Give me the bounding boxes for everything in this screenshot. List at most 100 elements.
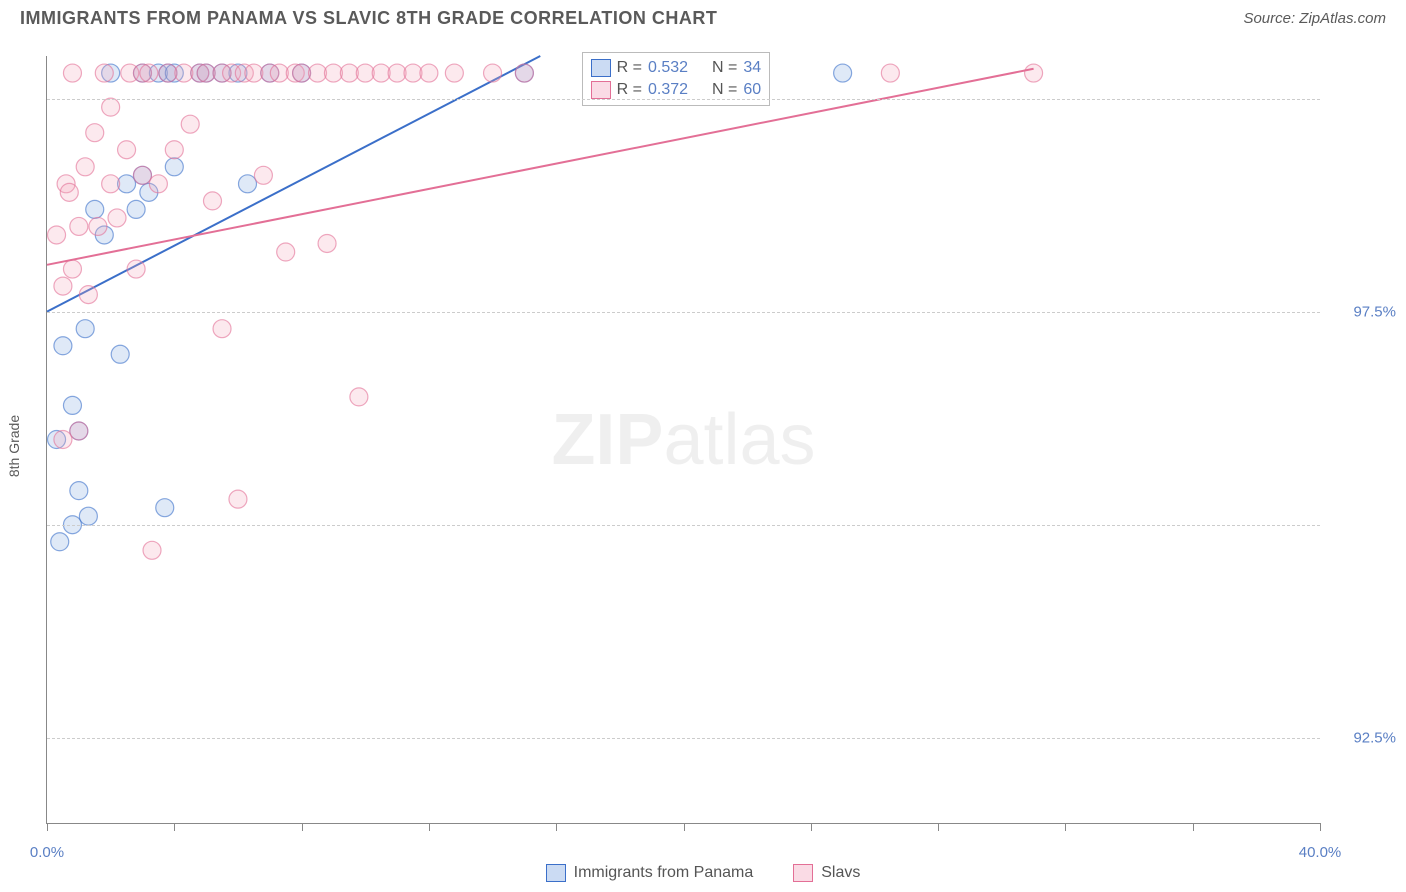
scatter-point	[86, 200, 104, 218]
source-label: Source: ZipAtlas.com	[1243, 10, 1386, 27]
x-tick-label: 0.0%	[30, 844, 64, 861]
scatter-point	[372, 64, 390, 82]
legend-label: Immigrants from Panama	[574, 864, 754, 882]
scatter-point	[54, 337, 72, 355]
scatter-point	[270, 64, 288, 82]
scatter-point	[51, 533, 69, 551]
scatter-point	[445, 64, 463, 82]
scatter-point	[197, 64, 215, 82]
scatter-point	[70, 217, 88, 235]
scatter-point	[118, 175, 136, 193]
legend-item: Immigrants from Panama	[546, 864, 754, 882]
scatter-point	[95, 64, 113, 82]
x-tick	[938, 823, 939, 831]
scatter-point	[54, 277, 72, 295]
x-tick	[811, 823, 812, 831]
x-tick	[302, 823, 303, 831]
scatter-point	[108, 209, 126, 227]
grid-line	[47, 99, 1320, 100]
scatter-point	[149, 175, 167, 193]
y-axis-label: 8th Grade	[6, 415, 22, 477]
scatter-point	[63, 260, 81, 278]
y-tick-label: 92.5%	[1326, 729, 1396, 746]
x-tick	[556, 823, 557, 831]
x-tick	[1320, 823, 1321, 831]
scatter-point	[420, 64, 438, 82]
r-label: R =	[617, 59, 642, 77]
legend-swatch	[591, 81, 611, 99]
scatter-point	[340, 64, 358, 82]
legend-row: R = 0.532 N = 34	[591, 57, 762, 79]
scatter-point	[356, 64, 374, 82]
plot-svg	[47, 56, 1320, 823]
grid-line	[47, 525, 1320, 526]
scatter-point	[484, 64, 502, 82]
scatter-point	[127, 260, 145, 278]
legend-swatch	[591, 59, 611, 77]
scatter-point	[156, 499, 174, 517]
scatter-point	[140, 64, 158, 82]
scatter-point	[102, 98, 120, 116]
scatter-point	[350, 388, 368, 406]
scatter-point	[79, 286, 97, 304]
scatter-point	[60, 183, 78, 201]
scatter-point	[165, 158, 183, 176]
scatter-point	[203, 192, 221, 210]
chart-plot-area: ZIPatlas R =0.532N =34R =0.372N =60 92.5…	[46, 56, 1320, 824]
x-tick	[47, 823, 48, 831]
scatter-point	[76, 158, 94, 176]
scatter-point	[254, 166, 272, 184]
scatter-point	[404, 64, 422, 82]
scatter-point	[133, 166, 151, 184]
y-tick-label: 97.5%	[1326, 303, 1396, 320]
x-tick	[1065, 823, 1066, 831]
scatter-point	[834, 64, 852, 82]
scatter-point	[63, 64, 81, 82]
scatter-point	[70, 482, 88, 500]
legend-item: Slavs	[793, 864, 860, 882]
n-label: N =	[712, 81, 737, 99]
scatter-point	[175, 64, 193, 82]
n-value: 60	[743, 81, 761, 99]
r-label: R =	[617, 81, 642, 99]
scatter-point	[54, 431, 72, 449]
scatter-point	[324, 64, 342, 82]
scatter-point	[118, 141, 136, 159]
scatter-point	[70, 422, 88, 440]
scatter-point	[245, 64, 263, 82]
x-tick-label: 40.0%	[1299, 844, 1342, 861]
n-value: 34	[743, 59, 761, 77]
scatter-point	[165, 141, 183, 159]
series-legend: Immigrants from Panama Slavs	[0, 864, 1406, 882]
scatter-point	[213, 320, 231, 338]
scatter-point	[388, 64, 406, 82]
scatter-point	[63, 396, 81, 414]
legend-swatch	[793, 864, 813, 882]
grid-line	[47, 738, 1320, 739]
r-value: 0.372	[648, 81, 688, 99]
x-tick	[684, 823, 685, 831]
scatter-point	[515, 64, 533, 82]
scatter-point	[48, 226, 66, 244]
x-tick	[429, 823, 430, 831]
scatter-point	[76, 320, 94, 338]
scatter-point	[102, 175, 120, 193]
scatter-point	[79, 507, 97, 525]
scatter-point	[277, 243, 295, 261]
x-tick	[174, 823, 175, 831]
scatter-point	[86, 124, 104, 142]
scatter-point	[881, 64, 899, 82]
scatter-point	[159, 64, 177, 82]
scatter-point	[181, 115, 199, 133]
scatter-point	[143, 541, 161, 559]
r-value: 0.532	[648, 59, 688, 77]
n-label: N =	[712, 59, 737, 77]
scatter-point	[229, 490, 247, 508]
x-tick	[1193, 823, 1194, 831]
scatter-point	[1025, 64, 1043, 82]
scatter-point	[89, 217, 107, 235]
scatter-point	[127, 200, 145, 218]
legend-swatch	[546, 864, 566, 882]
scatter-point	[238, 175, 256, 193]
chart-title: IMMIGRANTS FROM PANAMA VS SLAVIC 8TH GRA…	[20, 8, 717, 29]
